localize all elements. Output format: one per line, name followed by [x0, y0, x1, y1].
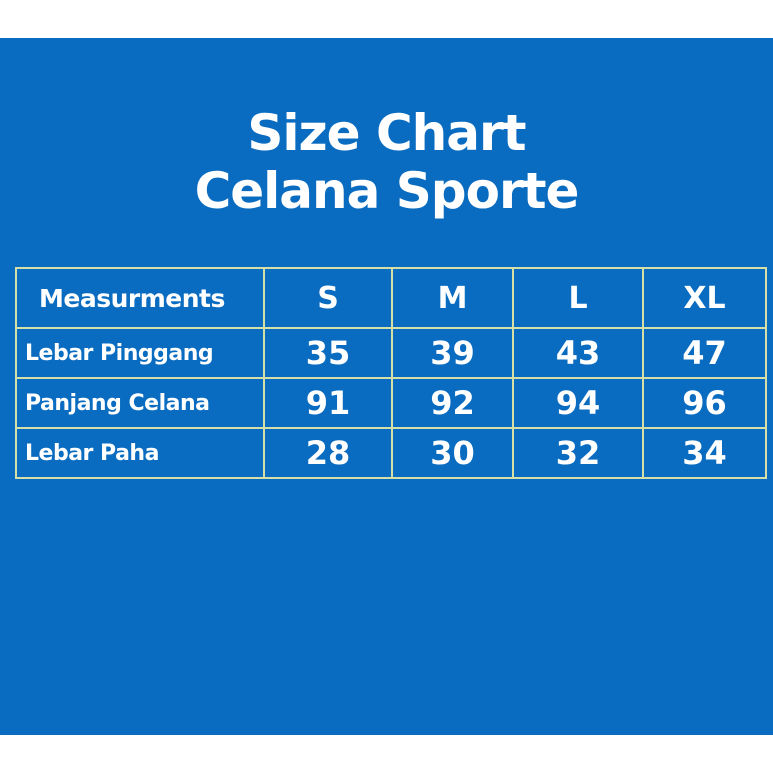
- size-table: Measurments S M L XL Lebar Pinggang 35 3…: [15, 267, 767, 479]
- cell: 32: [512, 427, 644, 479]
- title-line-2: Celana Sporte: [194, 162, 580, 220]
- table-row: Lebar Paha 28 30 32 34: [15, 427, 767, 479]
- cell: 94: [512, 377, 644, 429]
- cell: 96: [642, 377, 767, 429]
- cell: 47: [642, 327, 767, 379]
- cell: 92: [391, 377, 514, 429]
- header-size-s: S: [263, 267, 393, 329]
- cell: 34: [642, 427, 767, 479]
- table-row: Panjang Celana 91 92 94 96: [15, 377, 767, 429]
- header-measurements: Measurments: [15, 267, 265, 329]
- cell: 28: [263, 427, 393, 479]
- row-label: Panjang Celana: [15, 377, 265, 429]
- cell: 39: [391, 327, 514, 379]
- header-size-m: M: [391, 267, 514, 329]
- title-line-1: Size Chart: [247, 104, 526, 162]
- row-label: Lebar Paha: [15, 427, 265, 479]
- cell: 43: [512, 327, 644, 379]
- table-row: Lebar Pinggang 35 39 43 47: [15, 327, 767, 379]
- cell: 30: [391, 427, 514, 479]
- header-size-xl: XL: [642, 267, 767, 329]
- cell: 91: [263, 377, 393, 429]
- header-size-l: L: [512, 267, 644, 329]
- header-row: Measurments S M L XL: [15, 267, 767, 329]
- cell: 35: [263, 327, 393, 379]
- row-label: Lebar Pinggang: [15, 327, 265, 379]
